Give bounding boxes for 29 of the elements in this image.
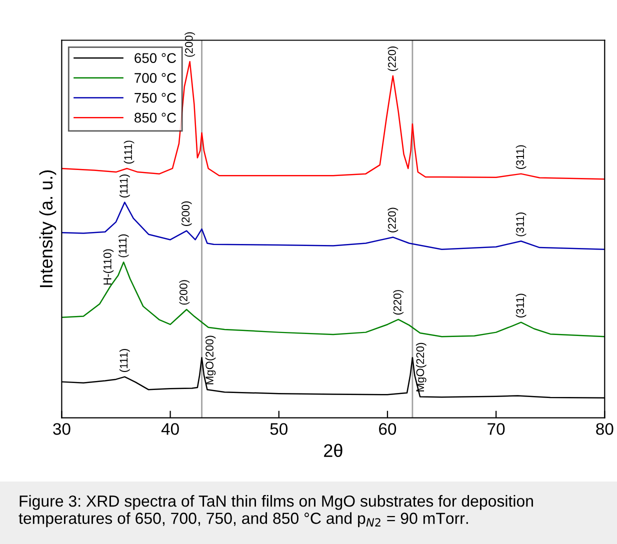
- x-axis-title: 2θ: [324, 444, 342, 458]
- annotation: (311): [516, 294, 526, 318]
- annotation: (220): [388, 208, 398, 232]
- legend-label: 700 °C: [134, 73, 176, 83]
- legend-label: 750 °C: [134, 92, 176, 103]
- x-tick-label: 60: [379, 423, 396, 435]
- annotation: (111): [120, 349, 130, 372]
- annotation: (311): [516, 212, 526, 236]
- annotation: (220): [388, 46, 398, 72]
- annotation: MgO(200): [205, 336, 216, 384]
- annotation: MgO(220): [416, 342, 426, 392]
- x-tick-label: 30: [53, 423, 70, 435]
- annotation: (200): [184, 32, 196, 57]
- x-tick-label: 40: [161, 423, 179, 435]
- x-tick-label: 80: [596, 423, 614, 435]
- legend-label: 850 °C: [134, 112, 176, 123]
- annotation: (200): [181, 201, 192, 226]
- caption: Figure 3: XRD spectra of TaN thin films on MgO substrates for deposition temperatures of 650, 700, 750, and 850 °C and p$_{N2}$ = 90 mTorr.: [18, 495, 533, 528]
- annotation: (220): [393, 290, 404, 315]
- annotation: (111): [120, 174, 130, 198]
- annotation: (111): [124, 140, 134, 164]
- annotation: (200): [179, 280, 190, 305]
- y-axis-title: Intensity (a. u.): [39, 170, 56, 288]
- annotation: (111): [118, 234, 129, 258]
- annotation: H-(110): [103, 249, 114, 284]
- annotation: (311): [516, 145, 526, 169]
- legend-label: 650 °C: [134, 53, 176, 63]
- x-tick-label: 50: [270, 423, 288, 435]
- x-tick-label: 70: [488, 423, 505, 435]
